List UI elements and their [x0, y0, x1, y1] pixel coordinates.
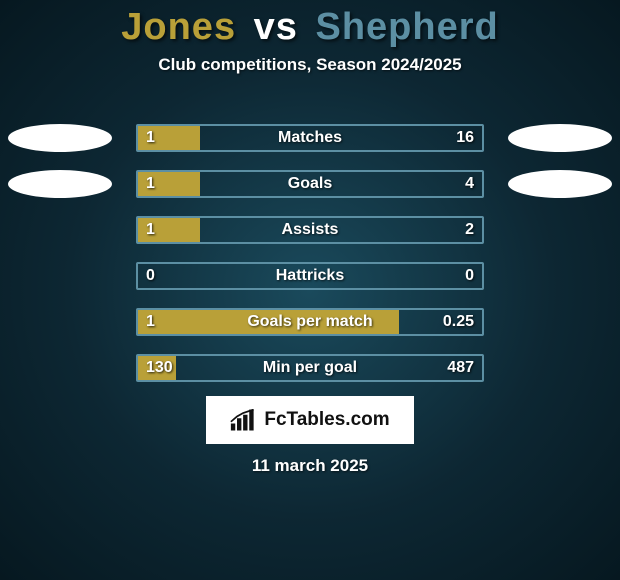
- stat-label: Goals per match: [138, 310, 482, 334]
- team-logo-left: [8, 124, 112, 152]
- stat-bar: 12Assists: [136, 216, 484, 244]
- player1-name: Jones: [121, 6, 236, 48]
- player2-name: Shepherd: [315, 6, 498, 48]
- bar-chart-icon: [230, 409, 258, 431]
- stat-label: Hattricks: [138, 264, 482, 288]
- stat-row: 14Goals: [0, 164, 620, 210]
- page-title: Jones vs Shepherd: [0, 0, 620, 49]
- stat-row: 00Hattricks: [0, 256, 620, 302]
- team-logo-left: [8, 170, 112, 198]
- stat-label: Matches: [138, 126, 482, 150]
- stat-bar: 00Hattricks: [136, 262, 484, 290]
- stat-label: Goals: [138, 172, 482, 196]
- stat-label: Min per goal: [138, 356, 482, 380]
- team-logo-right: [508, 170, 612, 198]
- stat-bar: 14Goals: [136, 170, 484, 198]
- subtitle: Club competitions, Season 2024/2025: [0, 55, 620, 75]
- stat-row: 116Matches: [0, 118, 620, 164]
- stat-bar: 130487Min per goal: [136, 354, 484, 382]
- team-logo-right: [508, 124, 612, 152]
- stat-bar: 10.25Goals per match: [136, 308, 484, 336]
- stat-row: 130487Min per goal: [0, 348, 620, 394]
- stat-row: 12Assists: [0, 210, 620, 256]
- comparison-infographic: Jones vs Shepherd Club competitions, Sea…: [0, 0, 620, 580]
- stat-label: Assists: [138, 218, 482, 242]
- brand-badge: FcTables.com: [206, 396, 414, 444]
- brand-text: FcTables.com: [264, 409, 389, 431]
- stat-bar: 116Matches: [136, 124, 484, 152]
- date-label: 11 march 2025: [0, 456, 620, 476]
- stats-chart: 116Matches 14Goals 12Assists 00Hattricks 10.…: [0, 118, 620, 394]
- stat-row: 10.25Goals per match: [0, 302, 620, 348]
- vs-text: vs: [254, 6, 298, 48]
